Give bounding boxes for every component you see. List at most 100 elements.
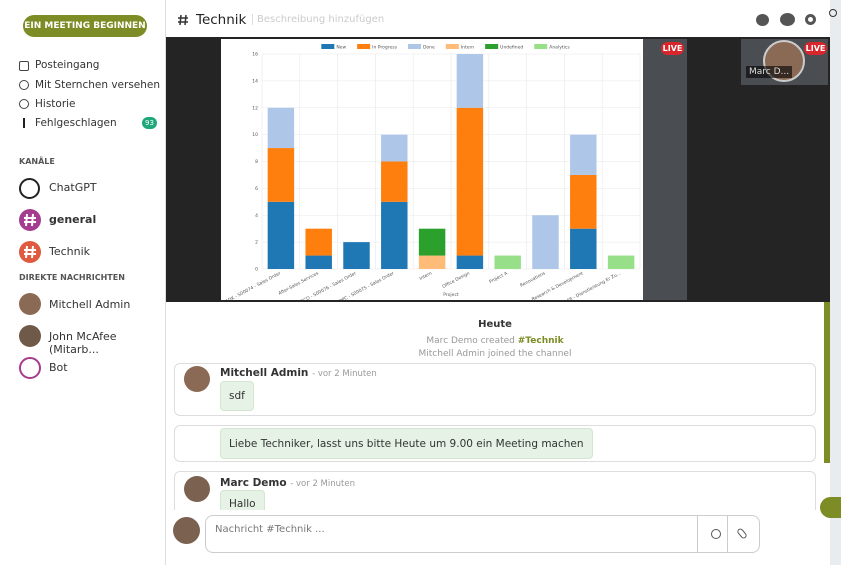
bar-segment [305, 255, 332, 269]
emoji-button[interactable] [711, 529, 721, 539]
message [174, 363, 816, 416]
y-tick-label: 12 [252, 105, 258, 111]
notification: Mitchell Admin joined the channel [418, 349, 572, 359]
channel-avatar [19, 209, 41, 231]
legend-swatch [534, 44, 548, 49]
user-avatar [19, 325, 41, 347]
day-separator: Heute [478, 319, 512, 330]
bar-segment [570, 174, 597, 229]
live-badge: LIVE [661, 42, 684, 55]
bar-segment [456, 54, 484, 108]
author-avatar [184, 366, 210, 392]
star-icon [19, 80, 29, 90]
x-tick-label: Project A [488, 270, 509, 285]
bar-segment [456, 107, 484, 256]
bar-segment [381, 161, 408, 202]
sidebar: EIN MEETING BEGINNEN Posteingang Mit Ste… [0, 0, 166, 565]
y-tick-label: 2 [255, 240, 258, 246]
channel[interactable]: ChatGPT [49, 181, 97, 194]
bar-segment [267, 201, 295, 269]
bar-segment [418, 255, 446, 269]
bar-segment [532, 215, 559, 269]
y-tick-label: 16 [252, 52, 258, 58]
members-icon[interactable] [780, 13, 795, 26]
y-tick-label: 6 [255, 186, 258, 192]
channel[interactable]: Technik [49, 245, 91, 258]
start-meeting-button[interactable]: EIN MEETING BEGINNEN [23, 15, 147, 37]
main: Technik Beschreibung hinzufügen 0 2 4 6 8 10 1… [166, 0, 830, 565]
notification-text: Marc Demo created [426, 336, 515, 346]
history-icon [19, 99, 29, 109]
bar-segment [381, 134, 408, 162]
scrollbar[interactable] [824, 302, 830, 463]
divider [697, 516, 698, 552]
y-tick-label: 0 [255, 267, 258, 273]
x-tick-label: Intern [418, 270, 433, 282]
x-axis-title: Project [443, 292, 459, 298]
author-name[interactable]: Marc Demo [220, 477, 287, 489]
bar-segment [570, 134, 597, 175]
y-tick-label: 14 [252, 78, 258, 84]
x-tick-label: Renovations [519, 270, 547, 289]
bar-segment [456, 255, 484, 269]
bar-segment [607, 255, 635, 269]
bar-segment [305, 228, 332, 256]
message-time: - vor 2 Minuten [290, 479, 355, 489]
channel[interactable]: general [49, 213, 97, 226]
inbox-icon [19, 61, 29, 71]
nav-item[interactable]: Posteingang [35, 59, 100, 71]
composer-input[interactable] [205, 515, 760, 553]
channel-avatar [19, 178, 40, 199]
legend-label: New [336, 45, 346, 51]
message-body: Liebe Techniker, lasst uns bitte Heute u… [220, 428, 593, 459]
composer-avatar [173, 517, 200, 544]
author-name[interactable]: Mitchell Admin [220, 367, 309, 379]
hash-icon [178, 14, 188, 26]
participant-name: Marc D... [746, 66, 793, 78]
dm[interactable]: Mitchell Admin [49, 298, 131, 311]
failed-badge: 93 [142, 117, 157, 129]
live-badge: LIVE [804, 42, 827, 55]
legend-label: Undefined [500, 45, 523, 51]
legend-swatch [407, 44, 421, 49]
failed-icon [23, 118, 25, 128]
legend-label: In Progress [372, 45, 397, 51]
channel-description[interactable]: Beschreibung hinzufügen [252, 14, 384, 25]
dm-title[interactable]: DIREKTE NACHRICHTEN [19, 273, 125, 282]
search-icon[interactable] [829, 9, 837, 17]
user-avatar [19, 293, 41, 315]
nav-item[interactable]: Fehlgeschlagen [35, 117, 117, 129]
channels-title[interactable]: KANÄLE [19, 157, 55, 166]
shared-screen-chart: 0 2 4 6 8 10 12 14 16 ADK - S00074 - Sales Order A… [221, 39, 643, 300]
channel-avatar [19, 241, 41, 263]
channel-link[interactable]: #Technik [517, 336, 564, 346]
dm[interactable]: John McAfee (Mitarb... [49, 330, 117, 356]
nav-item[interactable]: Historie [35, 98, 76, 110]
divider [727, 516, 728, 552]
bar-segment [267, 148, 295, 202]
legend-swatch [321, 44, 335, 49]
legend-swatch [485, 44, 499, 49]
notification: Marc Demo created #Technik [166, 336, 824, 346]
x-tick-label: Office Design [441, 270, 471, 289]
message-author: Marc Demo - vor 2 Minuten [220, 477, 355, 489]
add-user-icon[interactable] [756, 14, 769, 26]
message-body: sdf [220, 381, 254, 411]
legend-label: Analytics [549, 45, 570, 51]
bar-segment [381, 201, 408, 269]
dm[interactable]: Bot [49, 361, 68, 374]
message-time: - vor 2 Minuten [312, 369, 377, 379]
y-tick-label: 4 [255, 213, 258, 219]
nav-item[interactable]: Mit Sternchen versehen [35, 79, 161, 91]
legend-swatch [445, 44, 459, 49]
legend-label: Done [423, 45, 435, 51]
settings-icon[interactable] [805, 14, 816, 25]
legend-swatch [357, 44, 371, 49]
composer-placeholder: Nachricht #Technik ... [215, 524, 325, 535]
channel-title: Technik [196, 12, 247, 28]
message-author: Mitchell Admin - vor 2 Minuten [220, 367, 377, 379]
bar-segment [343, 242, 370, 269]
collapse-button[interactable] [820, 497, 841, 518]
bar-segment [570, 228, 597, 269]
author-avatar [184, 476, 210, 502]
